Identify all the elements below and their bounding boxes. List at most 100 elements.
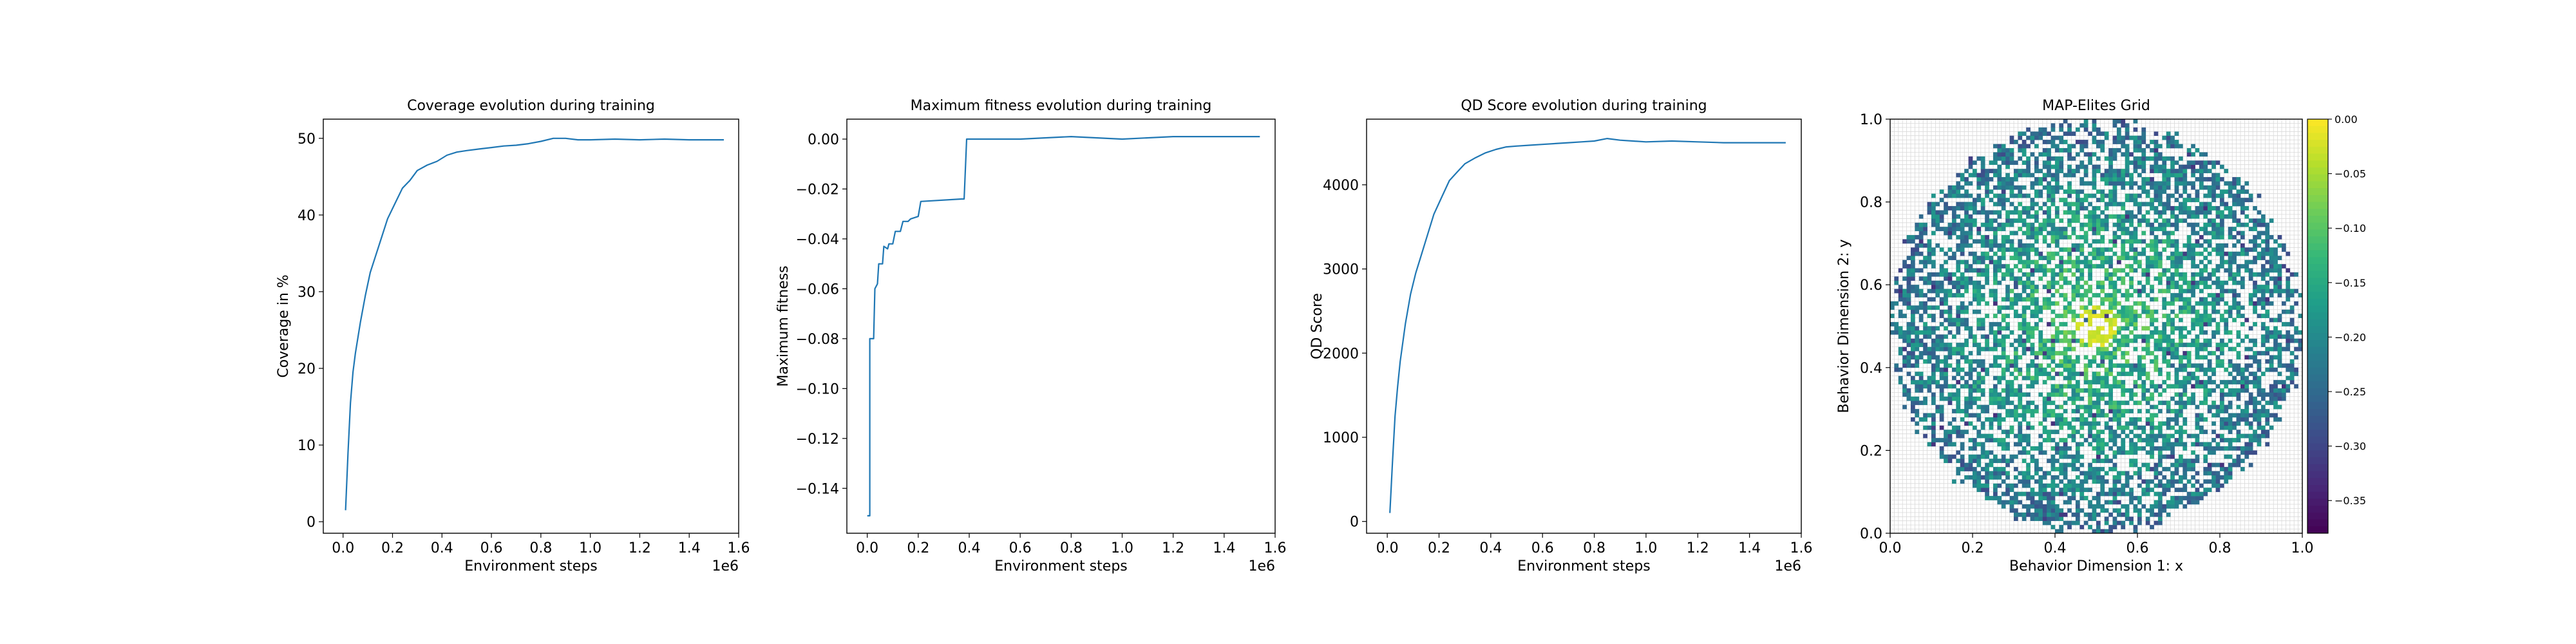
grid-cell xyxy=(2170,193,2175,198)
grid-cell xyxy=(1985,417,1989,422)
grid-cell xyxy=(1918,351,1924,355)
grid-cell xyxy=(2215,363,2221,368)
grid-cell xyxy=(2108,148,2113,153)
grid-cell xyxy=(2162,135,2167,140)
y-tick-label: −0.06 xyxy=(796,281,839,298)
grid-cell xyxy=(2096,467,2101,471)
grid-cell xyxy=(1911,289,1915,294)
grid-cell xyxy=(1960,185,1965,190)
grid-cell xyxy=(2257,297,2262,302)
grid-cell xyxy=(2158,260,2163,265)
grid-cell xyxy=(2050,496,2056,500)
grid-cell xyxy=(2253,409,2257,413)
grid-cell xyxy=(1935,289,1940,294)
grid-cell xyxy=(1993,459,1998,464)
grid-cell xyxy=(2088,413,2092,418)
grid-cell xyxy=(2059,372,2064,376)
grid-cell xyxy=(2083,289,2088,294)
grid-cell xyxy=(2195,355,2200,360)
grid-cell xyxy=(1993,289,1998,294)
grid-cell xyxy=(1898,330,1903,335)
grid-cell xyxy=(2220,235,2224,240)
grid-cell xyxy=(2211,430,2216,435)
grid-cell xyxy=(2121,202,2126,207)
grid-cell xyxy=(2117,276,2121,281)
grid-cell xyxy=(1989,177,1994,182)
grid-cell xyxy=(2170,264,2175,269)
grid-cell xyxy=(2145,421,2150,426)
grid-cell xyxy=(2228,289,2233,294)
grid-cell xyxy=(2286,293,2291,298)
grid-cell xyxy=(2088,396,2092,401)
grid-cell xyxy=(2092,251,2097,256)
grid-cell xyxy=(2150,413,2154,418)
grid-cell xyxy=(2055,512,2060,517)
grid-cell xyxy=(2104,516,2109,522)
grid-cell xyxy=(1918,330,1924,335)
grid-cell xyxy=(2137,160,2142,166)
grid-cell xyxy=(2042,438,2047,442)
grid-cell xyxy=(2158,210,2163,215)
grid-cell xyxy=(2174,372,2179,376)
grid-cell xyxy=(2137,475,2142,480)
grid-cell xyxy=(2166,169,2171,173)
grid-cell xyxy=(1960,177,1965,182)
grid-cell xyxy=(2215,185,2221,190)
grid-cell xyxy=(2050,446,2056,451)
grid-cell xyxy=(2026,479,2031,484)
grid-cell xyxy=(2224,326,2229,331)
grid-cell xyxy=(2121,305,2126,310)
grid-cell xyxy=(2145,401,2150,405)
grid-cell xyxy=(1964,214,1969,219)
grid-cell xyxy=(2100,375,2105,381)
grid-cell xyxy=(2224,479,2229,484)
grid-cell xyxy=(2277,289,2282,294)
grid-cell xyxy=(1985,404,1989,410)
grid-cell xyxy=(2162,272,2167,277)
grid-cell xyxy=(2014,193,2018,198)
grid-cell xyxy=(2282,392,2286,397)
colorbar-tick-label: −0.35 xyxy=(2334,495,2366,507)
grid-cell xyxy=(2158,483,2163,488)
grid-cell xyxy=(2088,193,2092,198)
grid-cell xyxy=(2026,272,2031,277)
grid-cell xyxy=(2248,239,2253,244)
grid-cell xyxy=(2092,421,2097,426)
grid-cell xyxy=(2038,305,2043,310)
grid-cell xyxy=(2005,297,2010,302)
grid-cell xyxy=(2253,206,2257,211)
grid-cell xyxy=(2117,314,2121,318)
grid-cell xyxy=(2248,413,2253,418)
grid-cell xyxy=(2079,479,2085,484)
grid-cell xyxy=(2228,363,2233,368)
grid-cell xyxy=(2104,454,2109,459)
grid-cell xyxy=(2166,433,2171,439)
grid-cell xyxy=(2183,483,2188,488)
grid-cell xyxy=(2215,343,2221,347)
y-tick-label: 0.2 xyxy=(1860,443,1882,459)
grid-cell xyxy=(2055,334,2060,339)
grid-cell xyxy=(2092,314,2097,318)
x-tick-label: 1.6 xyxy=(728,540,750,556)
grid-cell xyxy=(2125,152,2130,157)
grid-cell xyxy=(2014,218,2018,223)
grid-cell xyxy=(2220,388,2224,393)
grid-cell xyxy=(2092,119,2097,124)
colorbar-tick-label: 0.00 xyxy=(2334,113,2358,126)
grid-cell xyxy=(1947,247,1953,252)
grid-cell xyxy=(1923,264,1927,269)
grid-cell xyxy=(2236,380,2241,384)
grid-cell xyxy=(1911,343,1915,347)
grid-cell xyxy=(2220,396,2224,401)
grid-cell xyxy=(2022,343,2027,347)
grid-cell xyxy=(2042,475,2047,480)
grid-cell xyxy=(2079,276,2085,281)
grid-cell xyxy=(2121,247,2126,252)
grid-cell xyxy=(2261,251,2266,256)
grid-cell xyxy=(2108,264,2113,269)
grid-cell xyxy=(1939,438,1944,442)
grid-cell xyxy=(2129,285,2134,289)
grid-cell xyxy=(2220,483,2224,488)
grid-cell xyxy=(1923,227,1927,231)
grid-cell xyxy=(2170,330,2175,335)
